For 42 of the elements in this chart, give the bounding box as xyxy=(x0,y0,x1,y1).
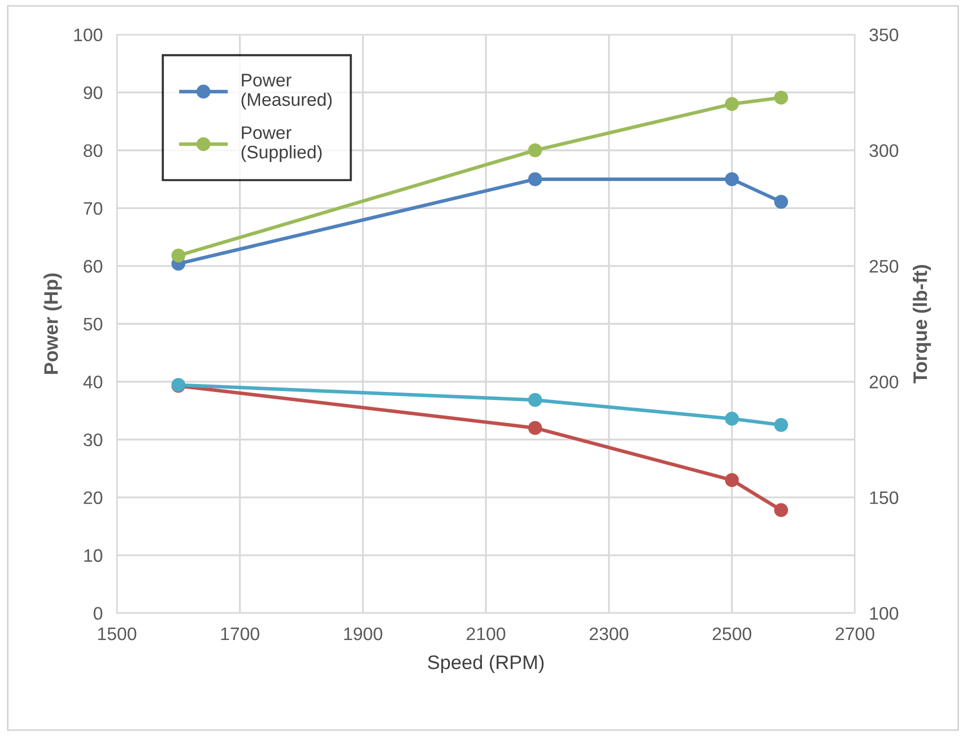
y-tick-label: 80 xyxy=(84,144,102,158)
point xyxy=(171,248,186,263)
y-tick-label: 60 xyxy=(84,260,102,273)
y-tick-label: 40 xyxy=(83,376,102,388)
point xyxy=(528,143,542,158)
y-tick-label: 30 xyxy=(84,433,102,446)
point xyxy=(774,418,788,432)
point xyxy=(724,97,739,111)
point xyxy=(528,172,542,186)
y2-tick-label: 200 xyxy=(870,376,898,388)
x-tick-label: 2700 xyxy=(836,627,874,640)
point xyxy=(724,412,739,426)
point xyxy=(528,421,542,435)
y2-tick-label: 100 xyxy=(870,607,898,620)
legend-label: Power (Supplied) xyxy=(242,126,322,162)
legend-label: Power (Measured) xyxy=(242,74,332,110)
point xyxy=(774,194,788,209)
y2-tick-label: 300 xyxy=(869,144,898,158)
point xyxy=(724,473,739,487)
x-axis-title: Speed (RPM) xyxy=(428,654,544,674)
x-tick-label: 1700 xyxy=(221,627,260,640)
y-tick-label: 90 xyxy=(84,86,102,100)
y-tick-label: 70 xyxy=(84,202,102,215)
x-tick-label: 1500 xyxy=(98,627,136,640)
x-tick-label: 2100 xyxy=(466,627,506,640)
y-tick-label: 50 xyxy=(84,318,102,331)
y-tick-label: 0 xyxy=(94,607,102,620)
y-tick-label: 10 xyxy=(84,549,102,562)
y-tick-label: 100 xyxy=(74,28,102,42)
x-tick-label: 2500 xyxy=(712,627,752,640)
point xyxy=(528,393,542,407)
point xyxy=(774,503,788,518)
x-tick-label: 2300 xyxy=(590,627,628,640)
y2-tick-label: 350 xyxy=(869,28,898,42)
y-tick-label: 20 xyxy=(84,491,102,504)
y2-axis-title: Torque (lb-ft) xyxy=(912,265,931,384)
x-tick-label: 1900 xyxy=(344,627,382,640)
point xyxy=(724,172,739,186)
y-axis-title: Power (Hp) xyxy=(44,273,62,374)
y2-tick-label: 150 xyxy=(870,491,898,504)
y2-tick-label: 250 xyxy=(870,260,898,273)
point xyxy=(774,90,788,105)
